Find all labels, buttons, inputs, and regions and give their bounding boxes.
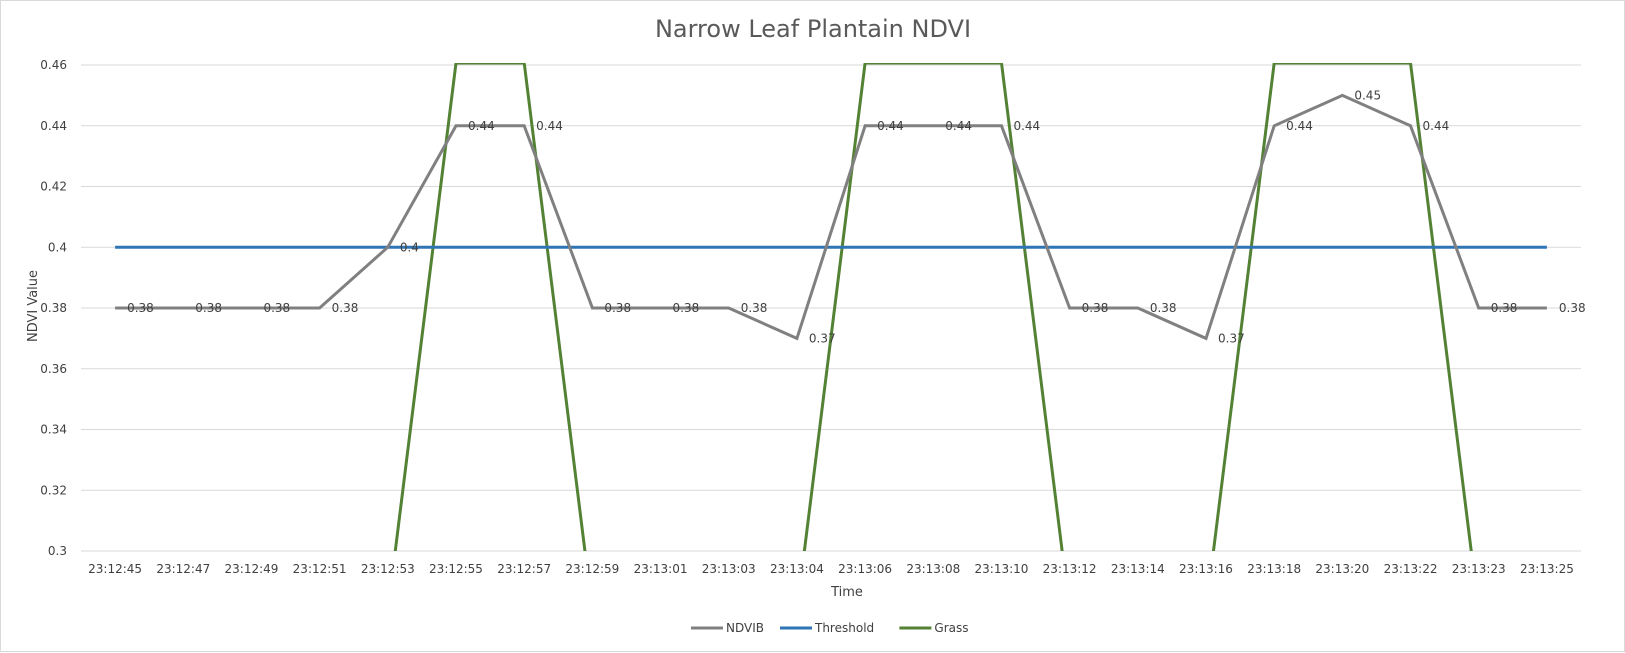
data-label: 0.44 bbox=[1286, 119, 1313, 133]
x-tick-label: 23:13:18 bbox=[1247, 562, 1301, 576]
y-tick-label: 0.32 bbox=[40, 483, 67, 497]
data-label: 0.44 bbox=[1013, 119, 1040, 133]
data-label: 0.44 bbox=[877, 119, 904, 133]
data-label: 0.38 bbox=[263, 301, 290, 315]
data-label: 0.38 bbox=[332, 301, 359, 315]
x-tick-label: 23:12:47 bbox=[156, 562, 210, 576]
data-label: 0.37 bbox=[809, 331, 836, 345]
x-tick-label: 23:13:20 bbox=[1315, 562, 1369, 576]
x-tick-label: 23:13:01 bbox=[634, 562, 688, 576]
data-label: 0.4 bbox=[400, 240, 419, 254]
x-tick-label: 23:12:49 bbox=[225, 562, 279, 576]
x-tick-label: 23:13:25 bbox=[1520, 562, 1574, 576]
data-label: 0.38 bbox=[741, 301, 768, 315]
chart-title: Narrow Leaf Plantain NDVI bbox=[655, 15, 971, 43]
y-axis-ticks: 0.3 0.32 0.34 0.36 0.38 0.4 0.42 0.44 0.46 bbox=[40, 58, 67, 558]
x-tick-label: 23:13:23 bbox=[1452, 562, 1506, 576]
data-label: 0.37 bbox=[1218, 331, 1245, 345]
data-label: 0.44 bbox=[468, 119, 495, 133]
series-line-ndvib bbox=[115, 93, 1547, 341]
data-label: 0.44 bbox=[536, 119, 563, 133]
y-tick-label: 0.42 bbox=[40, 180, 67, 194]
x-tick-label: 23:13:06 bbox=[838, 562, 892, 576]
legend-label: Threshold bbox=[814, 621, 874, 635]
data-label: 0.38 bbox=[673, 301, 700, 315]
y-tick-label: 0.38 bbox=[40, 301, 67, 315]
y-axis-title: NDVI Value bbox=[26, 270, 41, 342]
x-tick-label: 23:13:03 bbox=[702, 562, 756, 576]
x-axis-title: Time bbox=[830, 585, 863, 600]
data-label: 0.44 bbox=[1423, 119, 1450, 133]
x-tick-label: 23:12:55 bbox=[429, 562, 483, 576]
x-tick-label: 23:12:53 bbox=[361, 562, 415, 576]
data-label: 0.38 bbox=[1082, 301, 1109, 315]
legend-label: Grass bbox=[934, 621, 968, 635]
x-tick-label: 23:12:51 bbox=[293, 562, 347, 576]
series-line-grass bbox=[393, 63, 1473, 551]
data-labels: 0.38 0.38 0.38 0.38 0.4 0.44 0.44 0.38 0.38 0.38 0… bbox=[127, 88, 1586, 345]
x-tick-label: 23:12:57 bbox=[497, 562, 551, 576]
x-tick-label: 23:12:45 bbox=[88, 562, 142, 576]
x-tick-label: 23:12:59 bbox=[565, 562, 619, 576]
y-tick-label: 0.3 bbox=[48, 544, 67, 558]
data-label: 0.38 bbox=[1559, 301, 1586, 315]
data-label: 0.38 bbox=[1491, 301, 1518, 315]
x-tick-label: 23:13:10 bbox=[975, 562, 1029, 576]
series-lines bbox=[115, 63, 1547, 551]
x-tick-label: 23:13:12 bbox=[1043, 562, 1097, 576]
y-tick-label: 0.34 bbox=[40, 423, 67, 437]
y-tick-label: 0.46 bbox=[40, 58, 67, 72]
data-label: 0.44 bbox=[945, 119, 972, 133]
data-label: 0.45 bbox=[1354, 88, 1381, 102]
x-tick-label: 23:13:04 bbox=[770, 562, 824, 576]
legend-label: NDVIB bbox=[726, 621, 764, 635]
y-tick-label: 0.36 bbox=[40, 362, 67, 376]
data-label: 0.38 bbox=[1150, 301, 1177, 315]
x-tick-label: 23:13:08 bbox=[906, 562, 960, 576]
x-axis-ticks: 23:12:45 23:12:47 23:12:49 23:12:51 23:12:53… bbox=[88, 562, 1574, 576]
y-tick-label: 0.44 bbox=[40, 119, 67, 133]
data-label: 0.38 bbox=[127, 301, 154, 315]
x-tick-label: 23:13:14 bbox=[1111, 562, 1165, 576]
x-tick-label: 23:13:22 bbox=[1384, 562, 1438, 576]
data-label: 0.38 bbox=[604, 301, 631, 315]
y-tick-label: 0.4 bbox=[48, 240, 67, 254]
data-label: 0.38 bbox=[195, 301, 222, 315]
x-tick-label: 23:13:16 bbox=[1179, 562, 1233, 576]
legend: NDVIB Threshold Grass bbox=[691, 621, 968, 635]
